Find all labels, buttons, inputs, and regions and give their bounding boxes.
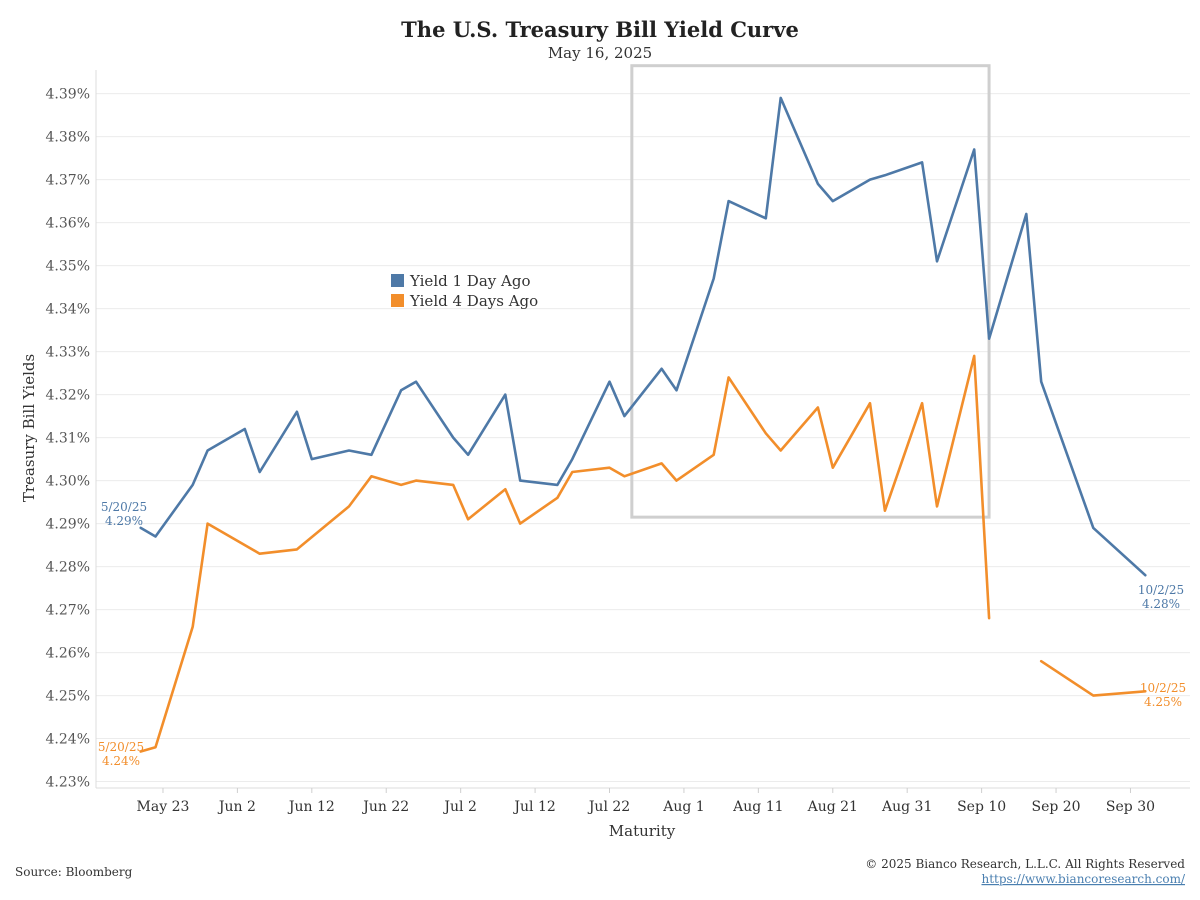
- series-line-segment: [139, 96, 1147, 577]
- series-lines: [139, 96, 1147, 753]
- y-tick-label: 4.38%: [46, 130, 90, 146]
- x-tick-label: Aug 31: [881, 799, 932, 815]
- x-tick-label: Jun 22: [361, 799, 409, 815]
- x-tick-label: Jun 12: [287, 799, 335, 815]
- y-tick-label: 4.23%: [46, 775, 90, 791]
- legend: Yield 1 Day Ago Yield 4 Days Ago: [391, 272, 538, 310]
- y-tick-label: 4.28%: [46, 560, 90, 576]
- x-tick-label: May 23: [137, 799, 190, 815]
- x-axis-title: Maturity: [609, 822, 676, 840]
- end-labels: 5/20/254.29%10/2/254.28%5/20/254.24%10/2…: [98, 500, 1186, 768]
- y-tick-label: 4.35%: [46, 259, 90, 275]
- y-tick-label: 4.27%: [46, 603, 90, 619]
- axis-lines: [95, 70, 1190, 789]
- copyright-note: © 2025 Bianco Research, L.L.C. All Right…: [865, 857, 1185, 871]
- source-note: Source: Bloomberg: [15, 865, 133, 879]
- series-4day: [139, 354, 1147, 753]
- x-tick-label: Jun 2: [217, 799, 256, 815]
- start-label-4day-value: 4.24%: [102, 754, 140, 768]
- x-tick-label: Aug 11: [732, 799, 783, 815]
- end-label-4day-value: 4.25%: [1144, 695, 1182, 709]
- y-tick-label: 4.36%: [46, 216, 90, 232]
- legend-swatch-4day: [391, 294, 404, 307]
- legend-label-4day: Yield 4 Days Ago: [409, 292, 538, 310]
- x-tick-label: Aug 1: [662, 799, 704, 815]
- y-axis-title: Treasury Bill Yields: [20, 354, 38, 502]
- start-label-1day-date: 5/20/25: [101, 500, 147, 514]
- y-tick-label: 4.30%: [46, 474, 90, 490]
- y-tick-label: 4.26%: [46, 646, 90, 662]
- series-1day: [139, 96, 1147, 577]
- x-tick-label: Jul 12: [512, 799, 555, 815]
- y-tick-label: 4.29%: [46, 517, 90, 533]
- end-label-4day-date: 10/2/25: [1140, 681, 1186, 695]
- y-tick-label: 4.34%: [46, 302, 90, 318]
- y-tick-label: 4.39%: [46, 87, 90, 103]
- end-label-1day-value: 4.28%: [1142, 597, 1180, 611]
- series-line-segment: [1039, 659, 1147, 697]
- legend-swatch-1day: [391, 274, 404, 287]
- x-tick-label: Sep 30: [1106, 799, 1155, 815]
- y-tick-label: 4.31%: [46, 431, 90, 447]
- gridlines: [96, 93, 1190, 783]
- highlight-box: [630, 64, 991, 519]
- x-tick-label: Jul 2: [442, 799, 476, 815]
- x-axis-ticks: May 23 Jun 2 Jun 12 Jun 22 Jul 2 Jul 12 Jul 22…: [137, 788, 1155, 815]
- end-label-1day-date: 10/2/25: [1138, 583, 1184, 597]
- chart-title: The U.S. Treasury Bill Yield Curve: [401, 17, 799, 42]
- start-label-1day-value: 4.29%: [105, 514, 143, 528]
- x-tick-label: Sep 20: [1031, 799, 1080, 815]
- y-tick-label: 4.24%: [46, 732, 90, 748]
- y-tick-label: 4.25%: [46, 689, 90, 705]
- legend-label-1day: Yield 1 Day Ago: [409, 272, 530, 290]
- y-tick-label: 4.37%: [46, 173, 90, 189]
- x-tick-label: Sep 10: [957, 799, 1006, 815]
- y-tick-label: 4.32%: [46, 388, 90, 404]
- website-link[interactable]: https://www.biancoresearch.com/: [981, 872, 1185, 886]
- series-line-segment: [139, 354, 991, 753]
- x-tick-label: Aug 21: [807, 799, 858, 815]
- chart-subtitle: May 16, 2025: [548, 44, 652, 62]
- start-label-4day-date: 5/20/25: [98, 740, 144, 754]
- y-axis-ticks: 4.23% 4.24% 4.25% 4.26% 4.27% 4.28% 4.29% 4.30%…: [46, 87, 90, 791]
- y-tick-label: 4.33%: [46, 345, 90, 361]
- x-tick-label: Jul 22: [587, 799, 630, 815]
